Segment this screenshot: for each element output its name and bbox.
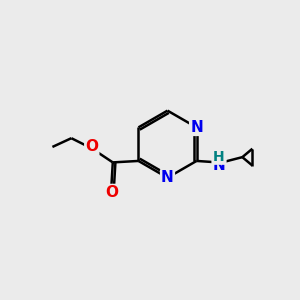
Text: N: N xyxy=(213,158,225,173)
Text: N: N xyxy=(190,120,203,135)
Text: H: H xyxy=(213,150,225,164)
Text: O: O xyxy=(105,185,118,200)
Text: N: N xyxy=(161,170,174,185)
Text: O: O xyxy=(85,140,98,154)
